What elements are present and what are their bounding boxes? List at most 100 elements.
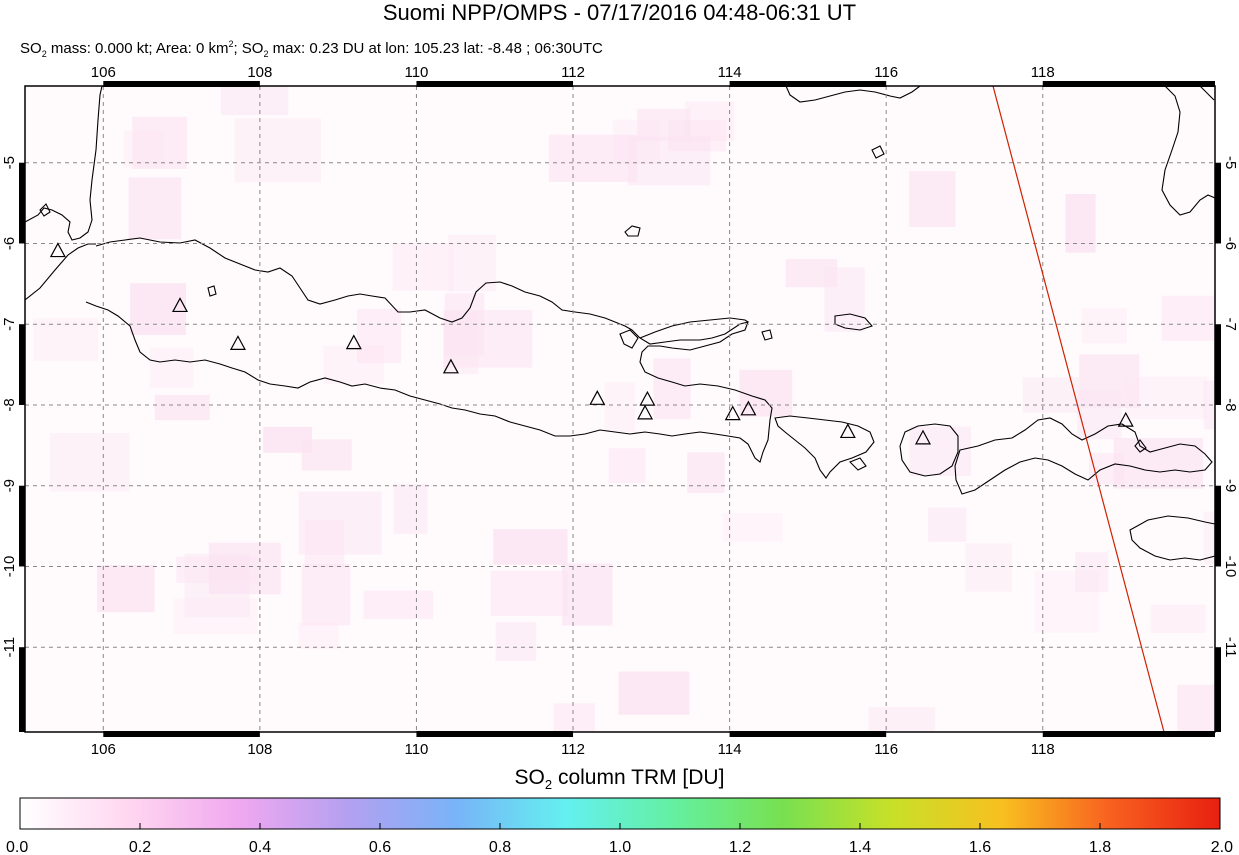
orbit-swath-edge [992,85,1165,733]
lat-tick-label-left: -11 [1,637,18,658]
lat-tick-label-right: -10 [1222,556,1239,578]
frame-bar-bottom [729,731,887,737]
so2-pixel [220,86,289,116]
lon-tick-label-bottom: 110 [404,741,428,758]
so2-pixel [304,520,345,568]
so2-pixel [448,234,496,292]
frame-bar-bottom [103,731,260,737]
so2-pixel [1065,194,1096,253]
so2-pixel [490,570,568,616]
colorbar: 0.0 0.2 0.4 0.6 0.8 1.0 1.2 1.4 1.6 1.8 2.0 [6,797,1233,855]
so2-pixel [909,171,956,227]
frame-bar-right [1215,162,1221,244]
colorbar-tick-label: 0.2 [129,839,151,855]
coast-sulawesi-east [1199,86,1215,101]
so2-pixel [123,130,165,168]
frame-bar-right [1215,485,1221,567]
so2-pixel [1150,604,1206,633]
frame-bar-top [729,81,887,87]
so2-pixel [1177,684,1215,732]
so2-pixel [357,308,401,364]
so2-pixel [909,426,971,476]
so2-pixel [965,543,1012,592]
coast-island-9 [1134,439,1147,453]
so2-pixel [668,120,726,152]
so2-pixel [687,452,725,493]
so2-pixel [493,529,568,565]
lon-tick-label-bottom: 114 [718,741,742,758]
colorbar-tick-label: 2.0 [1211,839,1233,855]
coast-lombok [899,423,959,477]
colorbar-tick-label: 0.8 [489,839,511,855]
lat-tick-label-left: -5 [1,156,18,169]
so2-pixel [722,513,783,542]
map-frame-ticks [19,81,1221,737]
volcano-marker [740,400,757,416]
so2-pixel [263,426,312,453]
coast-island-6 [849,457,867,471]
volcano-marker [639,390,656,406]
so2-pixel [604,382,635,432]
colorbar-title: SO2 column TRM [DU] [514,766,725,793]
so2-pixel [298,491,382,555]
lat-tick-label-left: -9 [1,479,18,492]
coast-sulawesi [1161,86,1215,216]
colorbar-tick-label: 1.4 [849,839,871,855]
map-area [25,86,1215,732]
frame-bar-top [1042,81,1215,87]
so2-pixel [868,707,936,732]
so2-pixel [363,590,433,619]
so2-pixel [176,556,258,583]
coast-java [85,237,773,463]
volcano-marker [49,242,66,258]
lon-tick-label-bottom: 112 [561,741,585,758]
so2-pixel [618,671,690,715]
coast-island-1 [624,225,641,237]
so2-pixel [97,565,155,613]
coast-sumatra-south [25,243,96,301]
so2-pixel [548,134,638,182]
colorbar-tick-label: 1.6 [969,839,991,855]
so2-pixel [1075,552,1109,593]
lon-tick-label-bottom: 116 [874,741,898,758]
volcano-marker [345,334,362,350]
coast-island-5 [761,329,773,341]
so2-pixel [132,116,187,169]
frame-bar-top [416,81,574,87]
coast-island-3 [619,329,639,349]
so2-pixel [128,177,182,240]
coast-sumbawa [954,417,1213,495]
so2-pixel [392,242,454,291]
gridlines [25,86,1215,732]
lat-tick-label-left: -10 [1,556,18,578]
lat-tick-label-right: -7 [1222,318,1239,331]
so2-pixel [130,283,186,335]
coast-sumba [1129,515,1215,561]
volcano-marker [172,297,189,313]
coastlines [25,86,1215,561]
colorbar-tick-label: 1.0 [609,839,631,855]
colorbar-tick-label: 1.2 [729,839,751,855]
so2-pixel [1203,511,1215,564]
so2-pixel [302,564,351,626]
lon-tick-label-top: 106 [91,64,116,81]
lon-tick-label-bottom: 108 [247,741,272,758]
frame-bar-left [19,485,25,567]
lat-tick-label-right: -9 [1222,479,1239,492]
coast-island-8 [39,203,51,217]
so2-pixel [1034,571,1099,633]
so2-pixel-layer [33,86,1215,732]
map-border [24,85,1216,733]
lat-tick-label-right: -5 [1222,156,1239,169]
so2-pixel [149,347,194,389]
coast-madura [639,317,749,339]
frame-bar-top [103,81,260,87]
volcano-marker [589,390,606,405]
so2-pixel [184,553,250,618]
lat-tick-label-right: -11 [1222,637,1239,658]
lon-tick-label-top: 118 [1031,64,1055,81]
lon-tick-label-top: 116 [874,64,898,81]
so2-pixel [553,703,595,732]
so2-pixel [1022,377,1080,413]
